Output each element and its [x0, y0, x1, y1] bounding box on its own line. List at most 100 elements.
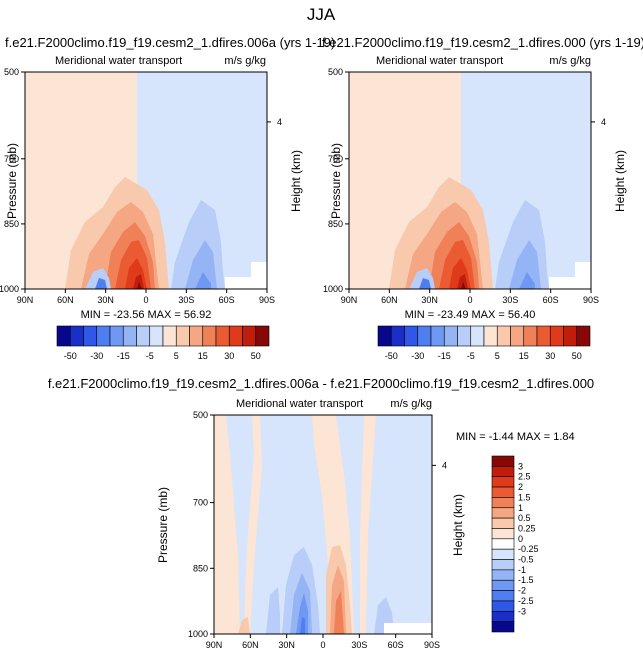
panel-c-field — [214, 415, 432, 634]
colorbar-label: 0.5 — [518, 513, 531, 523]
colorbar-cell — [491, 486, 515, 498]
panel-b-ticks: 90N 60N 30N 0 30S 60S 90S 500 700 850 1000 4 — [323, 67, 606, 305]
colorbar-cell — [109, 325, 124, 347]
y-tick-label: 500 — [4, 67, 19, 77]
colorbar-label: -30 — [411, 351, 424, 361]
y-tick-label: 500 — [328, 67, 343, 77]
colorbar-cell — [390, 325, 405, 347]
panel-c: f.e21.F2000climo.f19_f19.cesm2_1.dfires.… — [48, 376, 594, 650]
colorbar-label: 1 — [518, 503, 523, 513]
y-right-tick-label: 4 — [601, 117, 606, 127]
colorbar-cell — [536, 325, 551, 347]
y-tick-label: 850 — [193, 563, 208, 573]
x-tick-label: 30N — [97, 295, 114, 305]
colorbar-cell — [122, 325, 137, 347]
colorbar-label: -15 — [438, 351, 451, 361]
colorbar-cell — [491, 466, 515, 478]
panel-b-ylabel: Pressure (mb) — [329, 143, 343, 219]
colorbar-label: -1.5 — [518, 575, 534, 585]
colorbar-cell — [491, 528, 515, 540]
y-tick-label: 700 — [193, 498, 208, 508]
panel-b-minmax: MIN = -23.49 MAX = 56.40 — [405, 309, 536, 321]
panel-b-ylabel-right: Height (km) — [613, 150, 627, 212]
panel-a-field — [25, 72, 267, 289]
x-tick-label: 0 — [467, 295, 472, 305]
colorbar-cell — [549, 325, 564, 347]
x-tick-label: 60S — [219, 295, 235, 305]
panel-a-minmax: MIN = -23.56 MAX = 56.92 — [81, 309, 212, 321]
colorbar-cell — [523, 325, 538, 347]
y-tick-label: 700 — [328, 154, 343, 164]
x-tick-label: 30S — [502, 295, 518, 305]
colorbar-cell — [202, 325, 217, 347]
colorbar-cell — [491, 569, 515, 581]
colorbar-label: 1.5 — [518, 492, 531, 502]
panel-c-ylabel: Pressure (mb) — [156, 487, 170, 563]
colorbar-label: 50 — [572, 351, 582, 361]
colorbar-cell — [162, 325, 177, 347]
colorbar-cell — [491, 538, 515, 550]
x-tick-label: 90N — [17, 295, 34, 305]
panel-a-left-label: Meridional water transport — [55, 55, 182, 67]
colorbar-cell — [491, 559, 515, 571]
colorbar-label: 2.5 — [518, 472, 531, 482]
panel-b-title: f.e21.F2000climo.f19_f19.cesm2_1.dfires.… — [322, 35, 643, 50]
y-tick-label: 850 — [4, 219, 19, 229]
x-tick-label: 90N — [206, 640, 223, 650]
panel-c-ticks: 90N 60N 30N 0 30S 60S 90S 500 700 850 1000 4 — [188, 410, 447, 650]
colorbar-label: 30 — [545, 351, 555, 361]
colorbar-cell — [175, 325, 190, 347]
panel-a-title: f.e21.F2000climo.f19_f19.cesm2_1.dfires.… — [5, 35, 335, 50]
colorbar-cell — [242, 325, 257, 347]
panel-a: f.e21.F2000climo.f19_f19.cesm2_1.dfires.… — [0, 35, 335, 361]
colorbar-cell — [443, 325, 458, 347]
colorbar-label: -2.5 — [518, 596, 534, 606]
colorbar-cell — [491, 476, 515, 488]
x-tick-label: 0 — [143, 295, 148, 305]
colorbar-cell — [404, 325, 419, 347]
panel-b-colorbar: -50 -30 -15 -5 5 15 30 50 — [377, 325, 591, 361]
colorbar-cell — [470, 325, 485, 347]
y-tick-label: 1000 — [188, 629, 208, 639]
panel-b-field — [349, 72, 591, 289]
panel-b-left-label: Meridional water transport — [376, 55, 503, 67]
colorbar-cell — [189, 325, 204, 347]
y-tick-label: 850 — [328, 219, 343, 229]
panel-c-right-label: m/s g/kg — [390, 398, 432, 410]
panel-a-ticks: 90N 60N 30N 0 30S 60S 90S 500 700 850 1000 4 — [0, 67, 282, 305]
colorbar-label: -0.25 — [518, 544, 539, 554]
colorbar-cell — [69, 325, 84, 347]
colorbar-label: 0.25 — [518, 523, 536, 533]
x-tick-label: 90S — [424, 640, 440, 650]
colorbar-cell — [496, 325, 511, 347]
colorbar-cell — [576, 325, 591, 347]
colorbar-label: 50 — [251, 351, 261, 361]
colorbar-label: 30 — [224, 351, 234, 361]
colorbar-cell — [215, 325, 230, 347]
colorbar-cell — [56, 325, 71, 347]
colorbar-cell — [255, 325, 270, 347]
panel-b-right-label: m/s g/kg — [549, 55, 591, 67]
colorbar-cell — [491, 455, 515, 467]
x-tick-label: 90S — [259, 295, 275, 305]
x-tick-label: 30S — [178, 295, 194, 305]
colorbar-cell — [457, 325, 472, 347]
panel-c-title: f.e21.F2000climo.f19_f19.cesm2_1.dfires.… — [48, 376, 594, 391]
colorbar-label: -30 — [90, 351, 103, 361]
colorbar-cell — [96, 325, 111, 347]
x-tick-label: 30N — [278, 640, 295, 650]
x-tick-label: 60S — [388, 640, 404, 650]
x-tick-label: 60N — [381, 295, 398, 305]
x-tick-label: 30N — [421, 295, 438, 305]
colorbar-label: 5 — [495, 351, 500, 361]
colorbar-cell — [563, 325, 578, 347]
colorbar-label: 15 — [519, 351, 529, 361]
colorbar-cell — [136, 325, 151, 347]
colorbar-label: 0 — [518, 534, 523, 544]
panel-a-ylabel-right: Height (km) — [289, 150, 303, 212]
panel-c-colorbar: 32.521.510.50.250-0.25-0.5-1-1.5-2-2.5-3 — [491, 455, 539, 633]
colorbar-label: -3 — [518, 606, 526, 616]
x-tick-label: 90S — [583, 295, 599, 305]
colorbar-cell — [228, 325, 243, 347]
